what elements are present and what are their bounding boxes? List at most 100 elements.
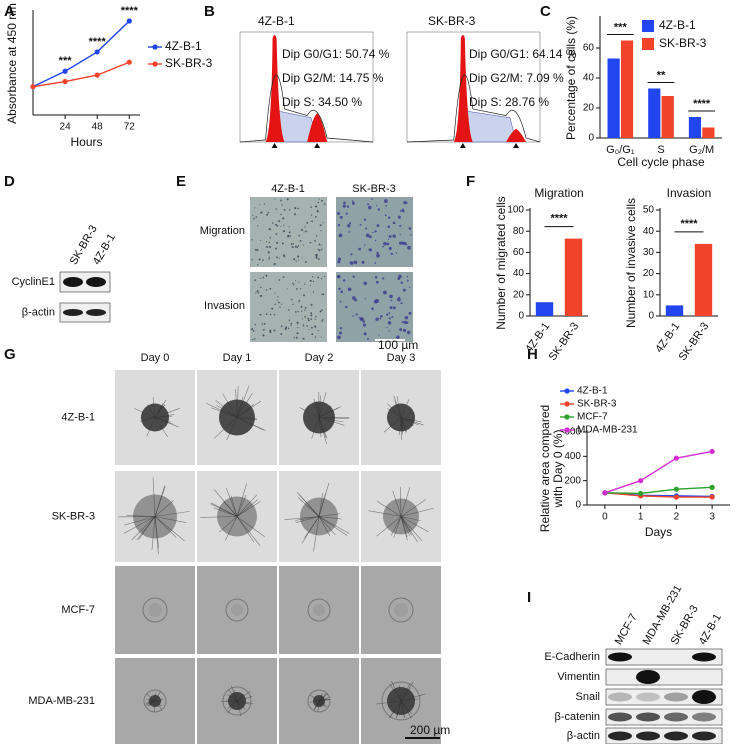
cell-speck xyxy=(260,286,262,289)
legend-marker xyxy=(564,401,570,407)
spheroid-sprout xyxy=(216,404,238,418)
cell-speck xyxy=(317,276,320,279)
spheroid-sprout xyxy=(398,685,402,702)
cell-speck xyxy=(376,253,380,258)
cell-speck xyxy=(337,257,342,261)
spheroid-sprout xyxy=(154,700,162,707)
cell-speck xyxy=(260,239,262,241)
cell-speck xyxy=(399,233,401,236)
spheroid-sprout xyxy=(318,417,322,438)
cell-speck xyxy=(274,303,276,305)
significance-label: **** xyxy=(121,5,139,17)
cell-speck xyxy=(378,334,380,336)
cell-speck xyxy=(252,338,254,341)
column-label: Day 0 xyxy=(141,352,170,364)
y-tick-label: 600 xyxy=(564,427,581,438)
cell-speck xyxy=(274,292,276,294)
cell-speck xyxy=(406,330,411,335)
cell-speck xyxy=(309,241,312,244)
cell-speck xyxy=(255,292,257,294)
cell-speck xyxy=(283,255,286,258)
cell-speck xyxy=(399,224,402,228)
blot-band xyxy=(692,731,716,741)
cell-speck xyxy=(269,329,272,332)
cell-speck xyxy=(353,260,358,265)
spheroid-sprout xyxy=(318,417,327,445)
legend-label: SK-BR-3 xyxy=(165,56,213,70)
spheroid-sprout xyxy=(154,500,174,517)
y-tick-label: 0 xyxy=(575,500,581,511)
lane-label: MCF-7 xyxy=(613,612,640,647)
y-axis-label: with Day 0 (%) xyxy=(551,429,565,508)
cell-speck xyxy=(315,253,318,256)
cell-speck xyxy=(352,275,355,278)
blot-band xyxy=(692,652,716,662)
spheroid-sprout xyxy=(236,494,247,517)
spheroid-sprout xyxy=(131,516,156,541)
cell-speck xyxy=(265,241,268,243)
cell-speck xyxy=(254,338,256,340)
legend-label: 4Z-B-1 xyxy=(577,386,608,397)
spheroid-sprout xyxy=(154,511,190,517)
cell-speck xyxy=(251,328,254,331)
cell-speck xyxy=(317,248,319,250)
spheroid-sprout xyxy=(313,516,320,552)
cell-speck xyxy=(317,330,319,332)
spheroid-sprout xyxy=(387,408,402,418)
cell-speck xyxy=(316,235,318,237)
row-label: SK-BR-3 xyxy=(52,510,95,522)
cell-speck xyxy=(297,310,299,313)
spheroid-sprout xyxy=(146,693,156,702)
cell-speck xyxy=(382,290,387,295)
cell-speck xyxy=(273,262,276,266)
cell-speck xyxy=(402,321,404,323)
bar xyxy=(661,96,674,138)
spheroid-sprout xyxy=(400,683,411,702)
micrograph xyxy=(250,272,327,342)
cell-speck xyxy=(346,205,350,208)
cell-speck xyxy=(320,230,322,232)
spheroid-sprout xyxy=(400,507,434,517)
legend-label: MCF-7 xyxy=(577,412,608,423)
y-axis-label: Percentage of cells (%) xyxy=(564,16,578,140)
cell-speck xyxy=(382,277,385,280)
cell-speck xyxy=(280,332,283,335)
spheroid-sprout xyxy=(299,494,320,517)
cell-speck xyxy=(388,317,391,320)
spheroid-sprout xyxy=(230,685,238,702)
cell-speck xyxy=(288,226,290,228)
histogram-g2-peak xyxy=(307,113,328,142)
row-label: Vimentin xyxy=(557,671,600,683)
cell-speck xyxy=(352,315,354,317)
cell-speck xyxy=(306,324,308,327)
spheroid-sprout xyxy=(297,497,320,517)
spheroid-sprout xyxy=(318,392,327,418)
blot-band xyxy=(608,731,632,741)
blot-band xyxy=(636,692,660,702)
cell-speck xyxy=(295,260,297,263)
spheroid-sprout xyxy=(389,684,402,702)
cell-speck xyxy=(351,201,355,205)
cell-speck xyxy=(365,233,370,238)
cell-speck xyxy=(375,317,379,321)
cell-speck xyxy=(368,205,372,210)
cell-speck xyxy=(275,223,278,226)
cell-speck xyxy=(407,245,411,250)
cell-speck xyxy=(280,213,282,216)
cell-speck xyxy=(388,330,390,332)
cell-speck xyxy=(367,203,370,206)
bar xyxy=(607,58,620,138)
cell-speck xyxy=(315,315,317,318)
spheroid-sprout xyxy=(154,417,169,438)
micrograph xyxy=(250,197,327,267)
cell-speck xyxy=(263,328,265,331)
spheroid-sprout xyxy=(227,700,238,714)
blot-band xyxy=(664,731,688,741)
cell-speck xyxy=(362,320,366,323)
x-axis-label: Cell cycle phase xyxy=(617,155,705,169)
spheroid-sprout xyxy=(154,700,162,710)
cell-speck xyxy=(276,299,278,301)
cell-speck xyxy=(368,235,372,239)
cell-speck xyxy=(338,235,340,237)
cell-speck xyxy=(371,198,373,200)
